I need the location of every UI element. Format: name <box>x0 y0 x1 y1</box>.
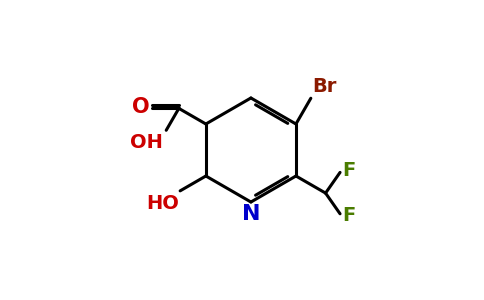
Text: HO: HO <box>146 194 179 213</box>
Text: N: N <box>242 204 260 224</box>
Text: F: F <box>343 161 356 180</box>
Text: F: F <box>343 206 356 225</box>
Text: OH: OH <box>130 133 163 152</box>
Text: O: O <box>132 97 150 117</box>
Text: Br: Br <box>312 77 337 96</box>
